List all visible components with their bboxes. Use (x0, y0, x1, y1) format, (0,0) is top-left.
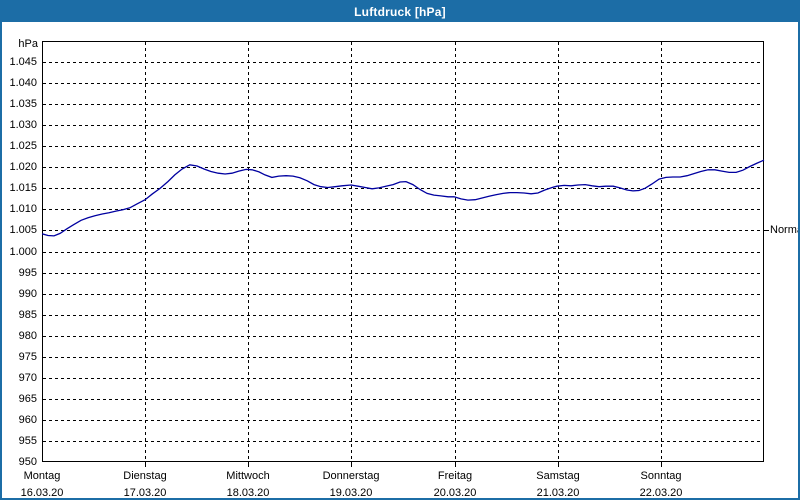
x-date-label: 16.03.20 (20, 487, 64, 499)
y-tick-label: 975 (18, 351, 37, 363)
x-day-label: Dienstag (123, 470, 167, 482)
plot-svg (42, 41, 769, 467)
y-tick-label: 1.000 (9, 246, 37, 258)
x-axis-day-group: Montag 16.03.20 (2, 469, 90, 499)
window-title: Luftdruck [hPa] (354, 5, 446, 19)
chart-client-area: hPa 1.045 1.040 1.035 1.030 1.025 1.020 1.015 1… (2, 22, 798, 498)
x-date-label: 21.03.20 (536, 487, 580, 499)
x-date-label: 18.03.20 (226, 487, 270, 499)
y-tick-label: 995 (18, 267, 37, 279)
x-axis-day-group: Mittwoch 18.03.20 (200, 469, 296, 499)
y-tick-label: 955 (18, 435, 37, 447)
x-date-label: 22.03.20 (639, 487, 683, 499)
x-day-label: Sonntag (640, 470, 682, 482)
y-tick-label: 1.020 (9, 161, 37, 173)
x-axis-day-group: Samstag 21.03.20 (510, 469, 606, 499)
y-tick-label: 1.030 (9, 119, 37, 131)
y-tick-label: 1.015 (9, 182, 37, 194)
y-tick-label: 1.025 (9, 140, 37, 152)
y-tick-label: 1.010 (9, 203, 37, 215)
normal-annotation-label: Normal (770, 224, 798, 236)
x-day-label: Montag (23, 470, 61, 482)
x-axis-day-group: Donnerstag 19.03.20 (303, 469, 399, 499)
y-tick-label: 1.040 (9, 77, 37, 89)
x-day-label: Mittwoch (226, 470, 270, 482)
y-tick-label: 1.035 (9, 98, 37, 110)
y-tick-label: 965 (18, 393, 37, 405)
y-tick-label: 980 (18, 330, 37, 342)
pressure-line (42, 159, 765, 237)
x-axis-day-group: Freitag 20.03.20 (407, 469, 503, 499)
y-tick-label: 970 (18, 372, 37, 384)
x-axis-day-group: Sonntag 22.03.20 (613, 469, 709, 499)
y-tick-label: 950 (18, 456, 37, 468)
y-axis-unit-label: hPa (18, 38, 38, 50)
window-titlebar: Luftdruck [hPa] (2, 2, 798, 22)
y-tick-label: 990 (18, 288, 37, 300)
y-tick-label: 1.005 (9, 224, 37, 236)
x-day-label: Donnerstag (322, 470, 380, 482)
x-date-label: 19.03.20 (329, 487, 373, 499)
y-tick-label: 985 (18, 309, 37, 321)
x-axis-day-group: Dienstag 17.03.20 (97, 469, 193, 499)
x-day-label: Freitag (437, 470, 473, 482)
plot-frame (42, 41, 764, 462)
x-day-label: Samstag (536, 470, 580, 482)
x-date-label: 17.03.20 (123, 487, 167, 499)
x-date-label: 20.03.20 (433, 487, 477, 499)
y-tick-label: 960 (18, 414, 37, 426)
y-tick-label: 1.045 (9, 56, 37, 68)
